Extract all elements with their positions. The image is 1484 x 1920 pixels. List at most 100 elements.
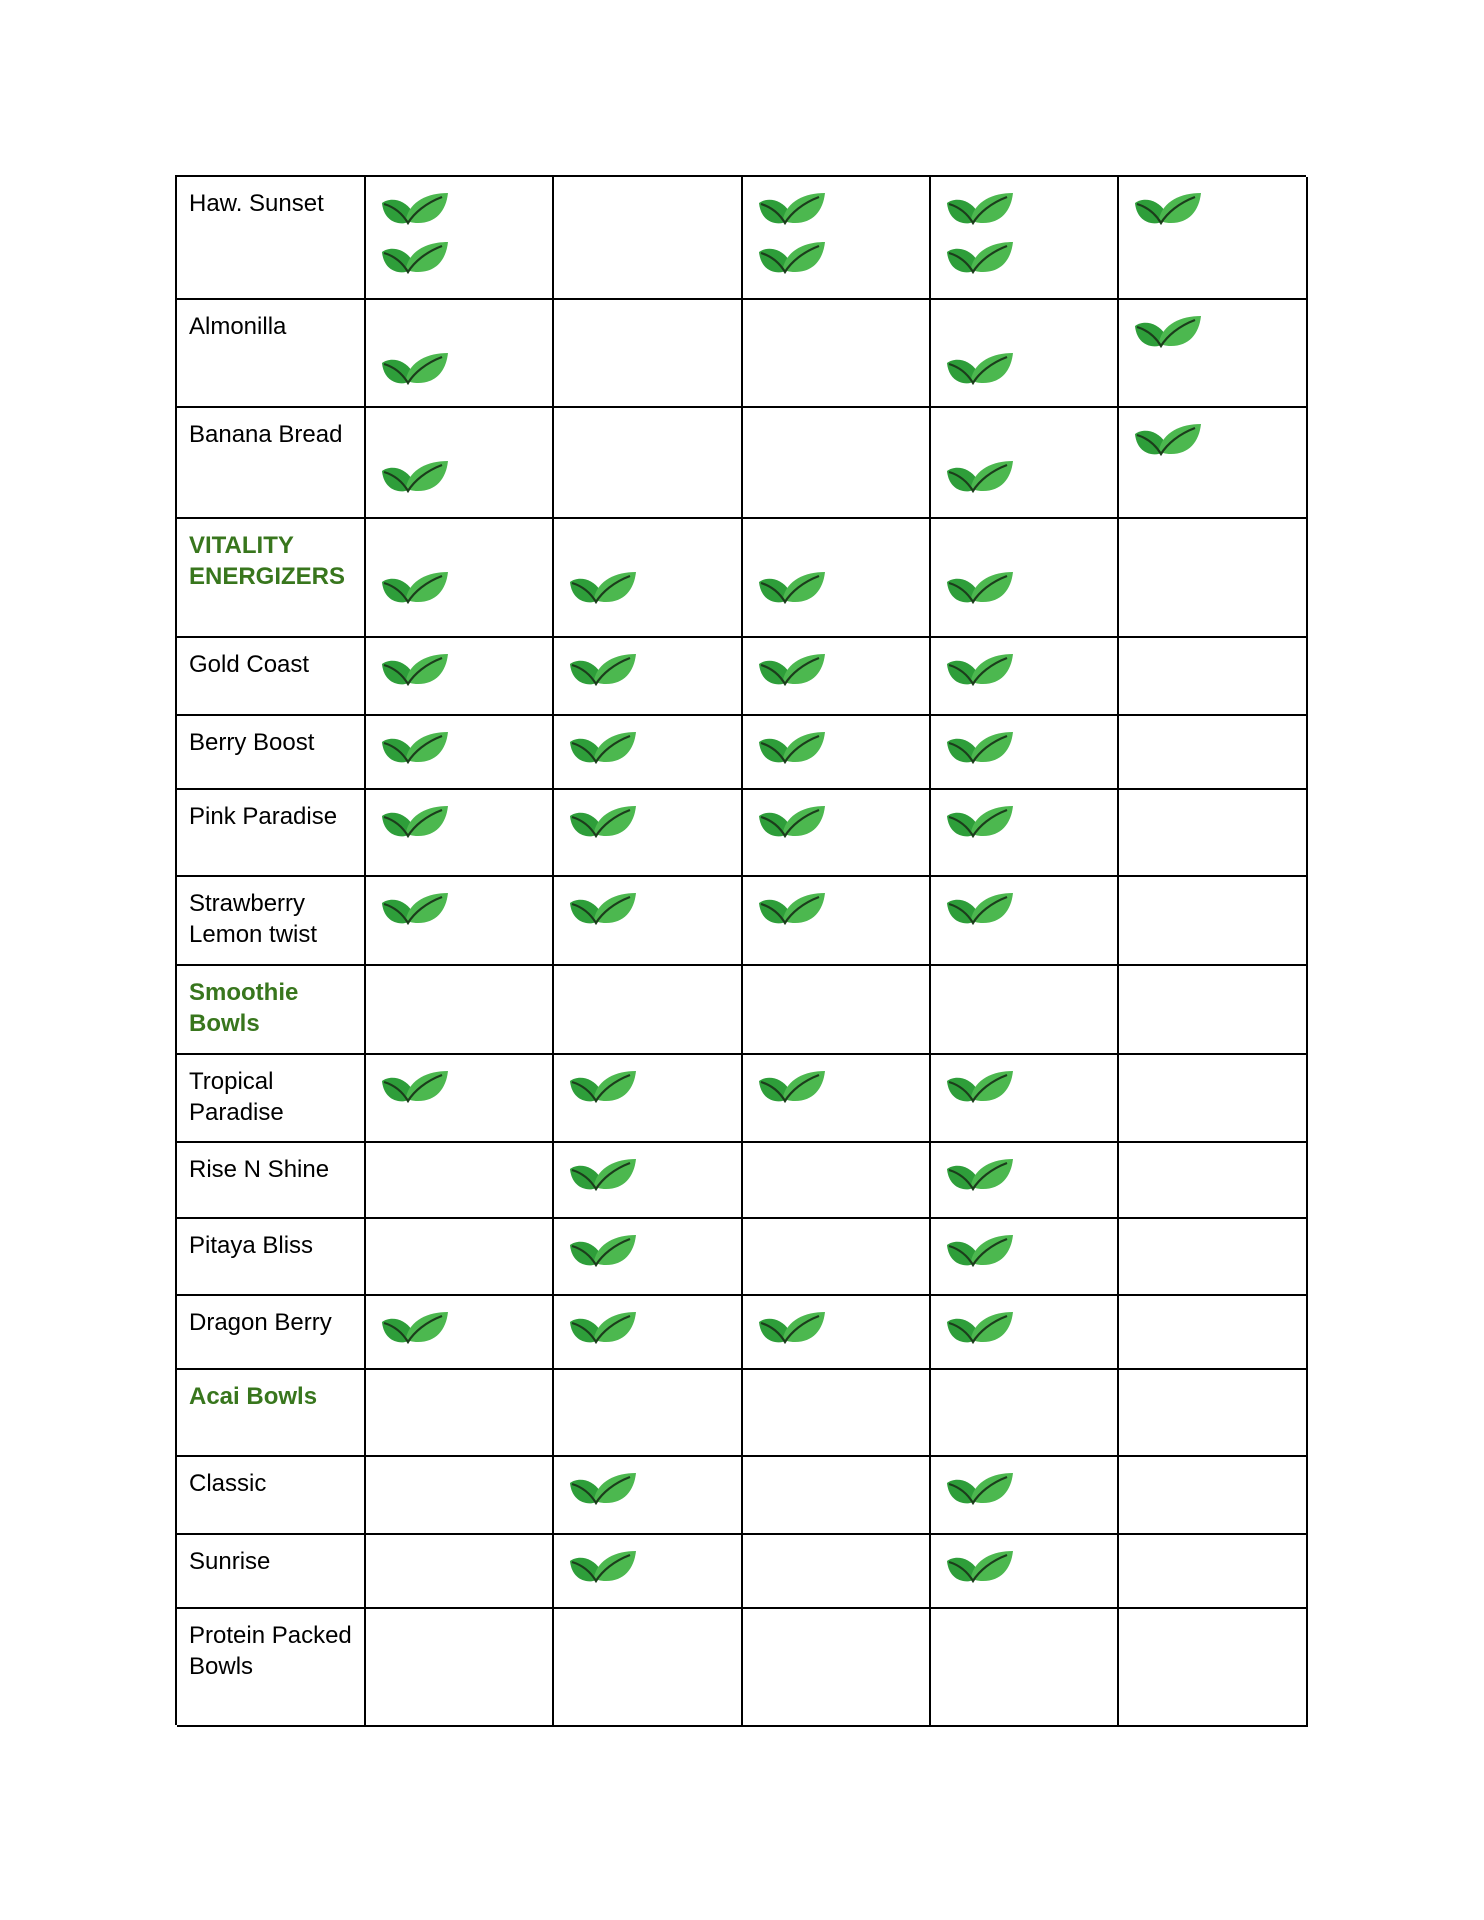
leaf-cell: [366, 1535, 554, 1609]
leaf-cell: [554, 1219, 743, 1296]
row-label-cell: Banana Bread: [177, 408, 366, 519]
leaf-cell: [743, 638, 931, 716]
leaf-cell: [366, 177, 554, 300]
leaf-cell: [743, 1609, 931, 1727]
row-label: Strawberry Lemon twist: [189, 890, 318, 948]
leaf-cell: [1119, 716, 1308, 790]
leaf-icon: [380, 1067, 450, 1105]
row-label-cell: Classic: [177, 1457, 366, 1535]
leaf-icon: [380, 802, 450, 840]
leaf-cell: [366, 408, 554, 519]
leaf-cell: [1119, 790, 1308, 877]
leaf-cell: [743, 1535, 931, 1609]
leaf-cell: [366, 1370, 554, 1457]
row-label-cell: Pitaya Bliss: [177, 1219, 366, 1296]
leaf-cell: [931, 1143, 1119, 1219]
leaf-cell: [554, 638, 743, 716]
leaf-cell: [743, 716, 931, 790]
leaf-cell: [931, 177, 1119, 300]
leaf-icon: [380, 568, 450, 606]
leaf-icon: [945, 1155, 1015, 1193]
leaf-cell: [554, 408, 743, 519]
leaf-icon: [1133, 189, 1203, 227]
leaf-cell: [931, 790, 1119, 877]
leaf-icon: [945, 568, 1015, 606]
leaf-cell: [1119, 1609, 1308, 1727]
leaf-cell: [1119, 1296, 1308, 1370]
row-label: Tropical Paradise: [189, 1068, 284, 1126]
row-label: Acai Bowls: [189, 1383, 318, 1410]
leaf-cell: [366, 1143, 554, 1219]
leaf-cell: [931, 1055, 1119, 1143]
leaf-cell: [554, 1609, 743, 1727]
leaf-icon: [568, 802, 638, 840]
leaf-cell: [554, 1143, 743, 1219]
row-label-cell: Smoothie Bowls: [177, 966, 366, 1055]
leaf-icon: [380, 889, 450, 927]
leaf-cell: [554, 519, 743, 638]
leaf-cell: [1119, 1219, 1308, 1296]
row-label: Berry Boost: [189, 729, 315, 756]
row-label-cell: Tropical Paradise: [177, 1055, 366, 1143]
leaf-cell: [743, 1457, 931, 1535]
leaf-cell: [366, 519, 554, 638]
leaf-cell: [743, 1055, 931, 1143]
leaf-cell: [931, 519, 1119, 638]
row-label: Gold Coast: [189, 651, 310, 678]
leaf-icon: [945, 349, 1015, 387]
leaf-icon: [380, 728, 450, 766]
leaf-icon: [945, 1469, 1015, 1507]
leaf-cell: [931, 716, 1119, 790]
leaf-icon: [757, 238, 827, 276]
leaf-icon: [945, 1547, 1015, 1585]
row-label: Sunrise: [189, 1548, 271, 1575]
leaf-cell: [743, 300, 931, 408]
table: Haw. Sunset Almonilla Banana Bread VITALITY…: [175, 175, 1308, 1727]
row-label: Smoothie Bowls: [189, 979, 299, 1037]
leaf-icon: [380, 349, 450, 387]
leaf-cell: [366, 716, 554, 790]
row-label-cell: Strawberry Lemon twist: [177, 877, 366, 966]
row-label: Rise N Shine: [189, 1156, 330, 1183]
row-label-cell: Gold Coast: [177, 638, 366, 716]
leaf-icon: [568, 1547, 638, 1585]
row-label-cell: Haw. Sunset: [177, 177, 366, 300]
leaf-cell: [931, 1219, 1119, 1296]
leaf-cell: [743, 1219, 931, 1296]
leaf-icon: [945, 1308, 1015, 1346]
leaf-cell: [554, 1296, 743, 1370]
row-label: Banana Bread: [189, 421, 343, 448]
leaf-cell: [554, 177, 743, 300]
leaf-cell: [931, 1457, 1119, 1535]
leaf-cell: [366, 1609, 554, 1727]
row-label-cell: Almonilla: [177, 300, 366, 408]
leaf-icon: [945, 238, 1015, 276]
leaf-icon: [757, 802, 827, 840]
leaf-cell: [931, 966, 1119, 1055]
leaf-cell: [1119, 877, 1308, 966]
row-label: Classic: [189, 1470, 267, 1497]
leaf-cell: [931, 1535, 1119, 1609]
leaf-cell: [554, 790, 743, 877]
leaf-icon: [945, 650, 1015, 688]
leaf-icon: [757, 189, 827, 227]
leaf-cell: [554, 1535, 743, 1609]
leaf-cell: [743, 1296, 931, 1370]
leaf-icon: [945, 889, 1015, 927]
leaf-cell: [743, 408, 931, 519]
leaf-icon: [757, 728, 827, 766]
leaf-cell: [366, 1457, 554, 1535]
leaf-icon: [757, 889, 827, 927]
leaf-cell: [931, 408, 1119, 519]
leaf-cell: [931, 300, 1119, 408]
leaf-icon: [945, 457, 1015, 495]
leaf-cell: [554, 1055, 743, 1143]
leaf-cell: [1119, 1370, 1308, 1457]
leaf-icon: [945, 802, 1015, 840]
row-label-cell: Acai Bowls: [177, 1370, 366, 1457]
row-label-cell: Dragon Berry: [177, 1296, 366, 1370]
leaf-cell: [1119, 966, 1308, 1055]
leaf-cell: [931, 1296, 1119, 1370]
leaf-cell: [366, 877, 554, 966]
